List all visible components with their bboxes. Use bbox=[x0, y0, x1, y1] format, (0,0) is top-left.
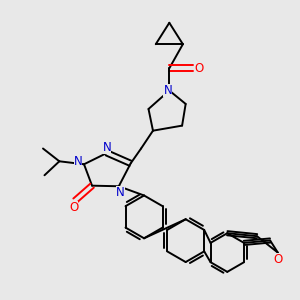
Text: N: N bbox=[116, 186, 125, 199]
Text: N: N bbox=[74, 155, 82, 168]
Text: O: O bbox=[274, 253, 283, 266]
Text: N: N bbox=[103, 140, 111, 154]
Text: O: O bbox=[194, 62, 204, 75]
Text: N: N bbox=[164, 84, 172, 97]
Text: O: O bbox=[69, 201, 78, 214]
